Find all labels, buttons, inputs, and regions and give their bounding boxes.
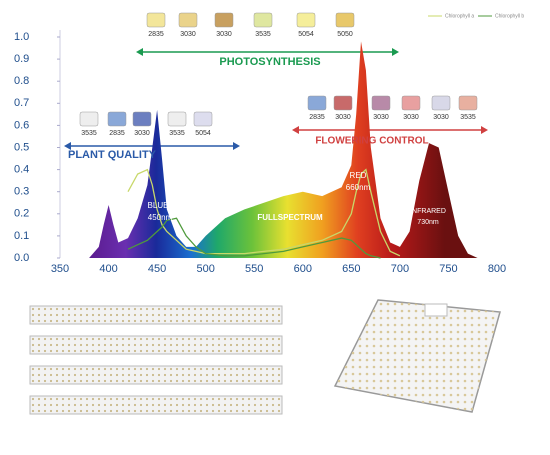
- series-line: [127, 217, 381, 259]
- y-tick-label: 0.5: [14, 141, 29, 153]
- legend-label: Chlorophyll b: [495, 13, 524, 19]
- led-icon: [458, 95, 478, 111]
- y-tick-label: 0.8: [14, 75, 29, 87]
- y-tick-label: 0.0: [14, 252, 29, 264]
- led-label: 3535: [81, 130, 97, 137]
- legend-label: Chlorophyll a: [445, 13, 474, 19]
- y-tick-label: 0.1: [14, 230, 29, 242]
- led-icon: [79, 111, 99, 127]
- x-tick-label: 350: [51, 263, 69, 275]
- led-label: 3030: [433, 114, 449, 121]
- led-label: 3535: [169, 130, 185, 137]
- led-icon: [107, 111, 127, 127]
- led-label: 3535: [255, 31, 271, 38]
- spectrum-area: [89, 41, 478, 259]
- led-label: 3535: [460, 114, 476, 121]
- annotation: PHOTOSYNTHESIS: [219, 56, 320, 68]
- annotation: RED: [350, 171, 367, 180]
- annotation: 730nm: [417, 219, 439, 226]
- y-tick-label: 0.9: [14, 53, 29, 65]
- led-label: 2835: [109, 130, 125, 137]
- led-label: 2835: [309, 114, 325, 121]
- led-icon: [167, 111, 187, 127]
- annotation: FULLSPECTRUM: [257, 213, 323, 222]
- x-tick-label: 400: [99, 263, 117, 275]
- led-label: 2835: [148, 31, 164, 38]
- series-line: [127, 168, 401, 257]
- led-icon: [333, 95, 353, 111]
- annotation: 660nm: [346, 183, 371, 192]
- led-label: 3030: [180, 31, 196, 38]
- led-label: 3030: [216, 31, 232, 38]
- annotation: BLUE: [148, 201, 169, 210]
- led-icon: [371, 95, 391, 111]
- y-tick-label: 1.0: [14, 31, 29, 43]
- led-icon: [178, 12, 198, 28]
- y-tick-label: 0.3: [14, 186, 29, 198]
- led-strips: [29, 305, 283, 415]
- x-tick-label: 550: [245, 263, 263, 275]
- led-icon: [401, 95, 421, 111]
- x-tick-label: 650: [342, 263, 360, 275]
- led-label: 5050: [337, 31, 353, 38]
- annotation: FLOWERING CONTROL: [315, 136, 428, 147]
- x-tick-label: 800: [488, 263, 506, 275]
- led-icon: [307, 95, 327, 111]
- led-icon: [253, 12, 273, 28]
- x-tick-label: 600: [294, 263, 312, 275]
- led-icon: [146, 12, 166, 28]
- y-tick-label: 0.2: [14, 208, 29, 220]
- y-tick-label: 0.4: [14, 164, 29, 176]
- led-label: 3030: [403, 114, 419, 121]
- annotation: PLANT QUALITY: [68, 149, 157, 161]
- x-tick-label: 500: [196, 263, 214, 275]
- led-icon: [214, 12, 234, 28]
- led-icon: [296, 12, 316, 28]
- y-tick-label: 0.7: [14, 97, 29, 109]
- led-panel: [333, 299, 501, 413]
- led-label: 5054: [298, 31, 314, 38]
- led-icon: [431, 95, 451, 111]
- led-icon: [193, 111, 213, 127]
- x-tick-label: 450: [148, 263, 166, 275]
- x-tick-label: 750: [439, 263, 457, 275]
- led-icon: [335, 12, 355, 28]
- range-arrows: [64, 48, 488, 150]
- led-label: 3030: [335, 114, 351, 121]
- annotation: 450nm: [148, 213, 173, 222]
- led-icon: [132, 111, 152, 127]
- led-label: 3030: [134, 130, 150, 137]
- led-label: 5054: [195, 130, 211, 137]
- y-tick-label: 0.6: [14, 119, 29, 131]
- annotation: INFRARED: [410, 208, 446, 215]
- x-tick-label: 700: [391, 263, 409, 275]
- led-label: 3030: [373, 114, 389, 121]
